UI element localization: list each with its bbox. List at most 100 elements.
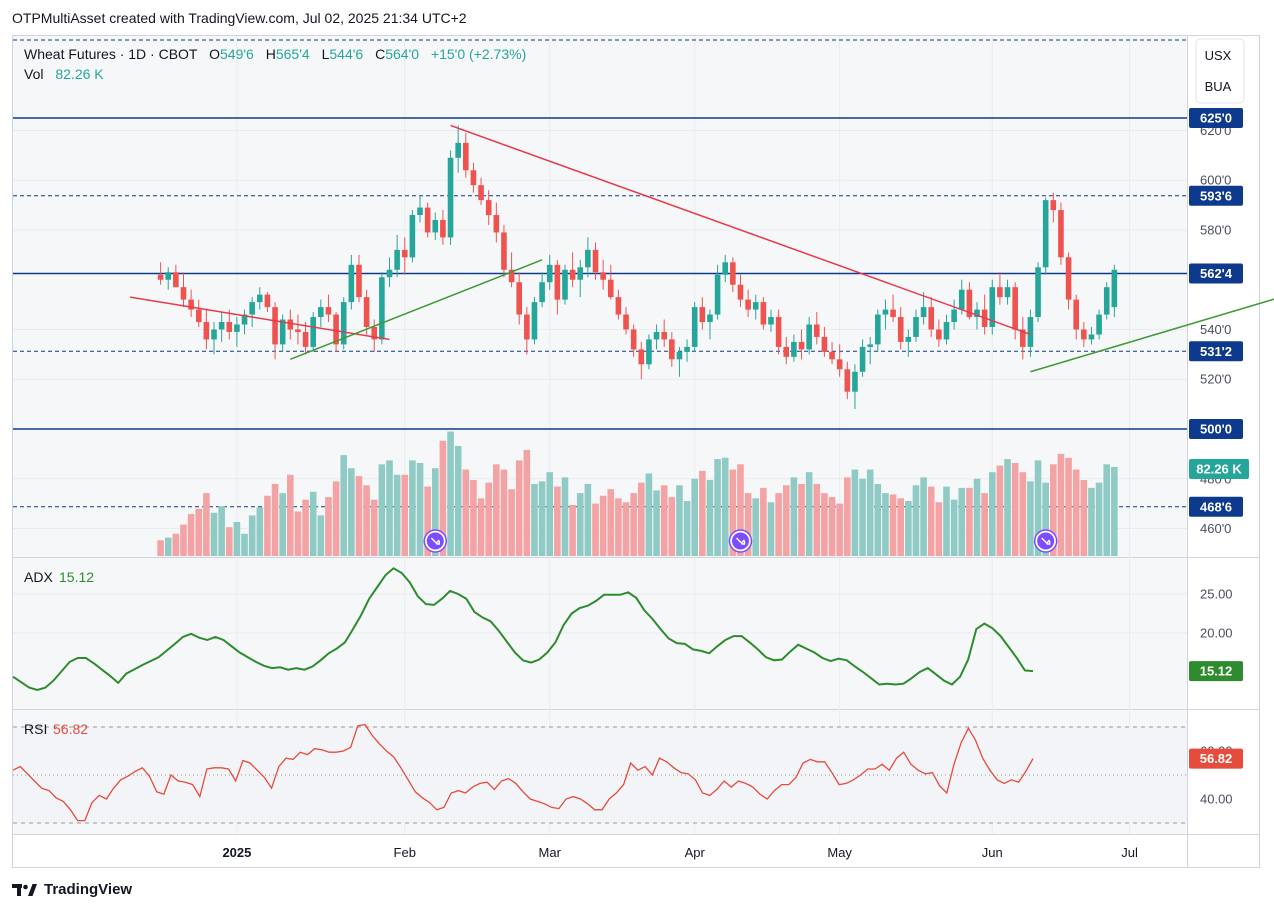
candle[interactable] xyxy=(997,272,1003,305)
candle[interactable] xyxy=(821,326,828,357)
candle[interactable] xyxy=(867,336,873,365)
candle[interactable] xyxy=(607,264,614,300)
resistance-trendline[interactable] xyxy=(129,296,390,341)
candle[interactable] xyxy=(310,312,316,352)
candle[interactable] xyxy=(440,210,446,245)
candle[interactable] xyxy=(1088,326,1095,345)
candle[interactable] xyxy=(539,272,545,308)
candle[interactable] xyxy=(1058,202,1064,265)
candle[interactable] xyxy=(371,319,378,352)
candle[interactable] xyxy=(592,242,599,280)
candle[interactable] xyxy=(1111,264,1118,318)
candle[interactable] xyxy=(1081,322,1087,347)
candle[interactable] xyxy=(424,202,431,238)
candle[interactable] xyxy=(661,319,667,347)
candle[interactable] xyxy=(501,224,507,278)
candle[interactable] xyxy=(379,272,385,345)
support-trendline[interactable] xyxy=(290,259,543,361)
candle[interactable] xyxy=(936,319,942,347)
event-marker-icon[interactable] xyxy=(728,529,753,553)
candle[interactable] xyxy=(844,361,851,400)
candle[interactable] xyxy=(1004,279,1011,305)
candle[interactable] xyxy=(325,294,332,323)
candle[interactable] xyxy=(264,292,271,313)
candle[interactable] xyxy=(989,279,996,335)
candle[interactable] xyxy=(768,309,774,332)
candle[interactable] xyxy=(1035,262,1041,323)
chart-frame[interactable] xyxy=(12,35,1260,868)
candle[interactable] xyxy=(958,279,965,315)
candle[interactable] xyxy=(524,307,530,355)
candle[interactable] xyxy=(1042,197,1049,275)
candle[interactable] xyxy=(730,257,736,293)
candle[interactable] xyxy=(165,267,172,290)
candle[interactable] xyxy=(691,302,698,352)
tradingview-logo[interactable]: TradingView xyxy=(12,881,132,898)
candle[interactable] xyxy=(623,307,629,335)
candle[interactable] xyxy=(554,259,561,315)
adx-line[interactable] xyxy=(12,567,1034,691)
candle[interactable] xyxy=(646,334,652,370)
candle[interactable] xyxy=(1065,252,1072,310)
candle[interactable] xyxy=(432,212,439,240)
candle[interactable] xyxy=(707,309,713,340)
candle[interactable] xyxy=(905,329,912,357)
candle[interactable] xyxy=(684,339,690,362)
candle[interactable] xyxy=(318,299,324,327)
candle[interactable] xyxy=(218,312,225,342)
candle[interactable] xyxy=(493,202,500,243)
candle[interactable] xyxy=(295,314,301,345)
candle[interactable] xyxy=(249,297,255,327)
candle[interactable] xyxy=(1027,309,1034,357)
candle[interactable] xyxy=(272,302,278,360)
candle[interactable] xyxy=(1050,192,1057,223)
candle[interactable] xyxy=(470,162,477,193)
candle[interactable] xyxy=(516,272,523,325)
candle[interactable] xyxy=(943,314,950,345)
candle[interactable] xyxy=(188,289,194,318)
candle[interactable] xyxy=(386,257,393,288)
support-trendline[interactable] xyxy=(1030,292,1274,373)
candle[interactable] xyxy=(478,177,484,206)
resistance-trendline[interactable] xyxy=(450,124,1031,336)
candle[interactable] xyxy=(913,309,919,342)
candle[interactable] xyxy=(203,309,210,350)
candle[interactable] xyxy=(287,309,294,340)
candle[interactable] xyxy=(829,341,835,365)
candle[interactable] xyxy=(157,262,164,285)
candle[interactable] xyxy=(806,317,812,355)
candle[interactable] xyxy=(836,344,843,377)
candle[interactable] xyxy=(600,259,606,290)
candle[interactable] xyxy=(302,322,309,355)
candle[interactable] xyxy=(897,307,904,350)
candle[interactable] xyxy=(859,339,866,377)
candle[interactable] xyxy=(1019,317,1026,360)
candle[interactable] xyxy=(798,329,805,360)
candle[interactable] xyxy=(463,132,469,178)
candle[interactable] xyxy=(417,195,423,223)
candle[interactable] xyxy=(669,331,675,367)
candle[interactable] xyxy=(546,254,553,290)
candle[interactable] xyxy=(1012,282,1018,340)
candle[interactable] xyxy=(348,254,355,310)
candle[interactable] xyxy=(653,324,660,350)
candle[interactable] xyxy=(752,294,759,320)
candle[interactable] xyxy=(241,309,248,335)
candle[interactable] xyxy=(920,292,927,325)
candle[interactable] xyxy=(562,264,568,305)
candle[interactable] xyxy=(447,150,454,245)
candle[interactable] xyxy=(882,299,889,330)
candle[interactable] xyxy=(333,312,339,352)
candle[interactable] xyxy=(508,252,515,288)
candle[interactable] xyxy=(531,297,538,345)
candle[interactable] xyxy=(577,259,584,298)
currency-unit-box[interactable] xyxy=(1195,38,1245,104)
candle[interactable] xyxy=(1103,282,1110,320)
candle[interactable] xyxy=(485,190,492,225)
candle[interactable] xyxy=(401,237,408,275)
candle[interactable] xyxy=(226,309,233,340)
candle[interactable] xyxy=(928,297,935,337)
candle[interactable] xyxy=(966,282,973,320)
candle[interactable] xyxy=(760,297,767,330)
